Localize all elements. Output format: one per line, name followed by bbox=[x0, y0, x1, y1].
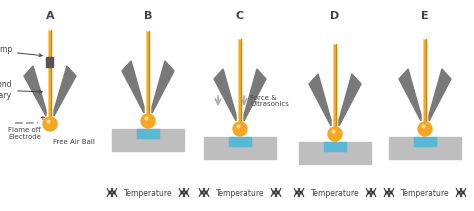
Polygon shape bbox=[214, 69, 236, 121]
Text: Temperature: Temperature bbox=[216, 188, 264, 197]
Polygon shape bbox=[429, 69, 451, 121]
Text: A: A bbox=[46, 11, 55, 21]
Text: D: D bbox=[330, 11, 340, 21]
Circle shape bbox=[141, 114, 155, 128]
Text: Temperature: Temperature bbox=[124, 188, 173, 197]
Polygon shape bbox=[122, 61, 144, 113]
Bar bbox=[204, 137, 276, 159]
Bar bbox=[137, 129, 159, 138]
Text: Temperature: Temperature bbox=[310, 188, 359, 197]
Text: +: + bbox=[39, 115, 45, 121]
Text: C: C bbox=[236, 11, 244, 21]
Text: Free Air Ball: Free Air Ball bbox=[53, 139, 95, 145]
Polygon shape bbox=[54, 66, 76, 116]
Circle shape bbox=[328, 127, 342, 141]
Text: Force &
Ultrasonics: Force & Ultrasonics bbox=[250, 95, 289, 107]
Bar bbox=[324, 142, 346, 151]
Bar bbox=[299, 142, 371, 164]
Bar bbox=[414, 137, 436, 146]
Bar bbox=[46, 57, 54, 67]
Text: B: B bbox=[144, 11, 152, 21]
Circle shape bbox=[43, 117, 57, 131]
Polygon shape bbox=[244, 69, 266, 121]
Polygon shape bbox=[24, 66, 46, 116]
Bar bbox=[229, 137, 251, 146]
Polygon shape bbox=[309, 74, 331, 126]
Circle shape bbox=[418, 122, 432, 136]
Text: Flame off
Electrode: Flame off Electrode bbox=[8, 127, 41, 140]
Bar bbox=[389, 137, 461, 159]
Text: Bond
Capillary: Bond Capillary bbox=[0, 80, 42, 100]
Polygon shape bbox=[399, 69, 421, 121]
Polygon shape bbox=[339, 74, 361, 126]
Bar bbox=[112, 129, 184, 151]
Polygon shape bbox=[152, 61, 174, 113]
Circle shape bbox=[233, 122, 247, 136]
Text: Wire Clamp: Wire Clamp bbox=[0, 46, 42, 57]
Text: E: E bbox=[421, 11, 429, 21]
Text: Temperature: Temperature bbox=[401, 188, 449, 197]
